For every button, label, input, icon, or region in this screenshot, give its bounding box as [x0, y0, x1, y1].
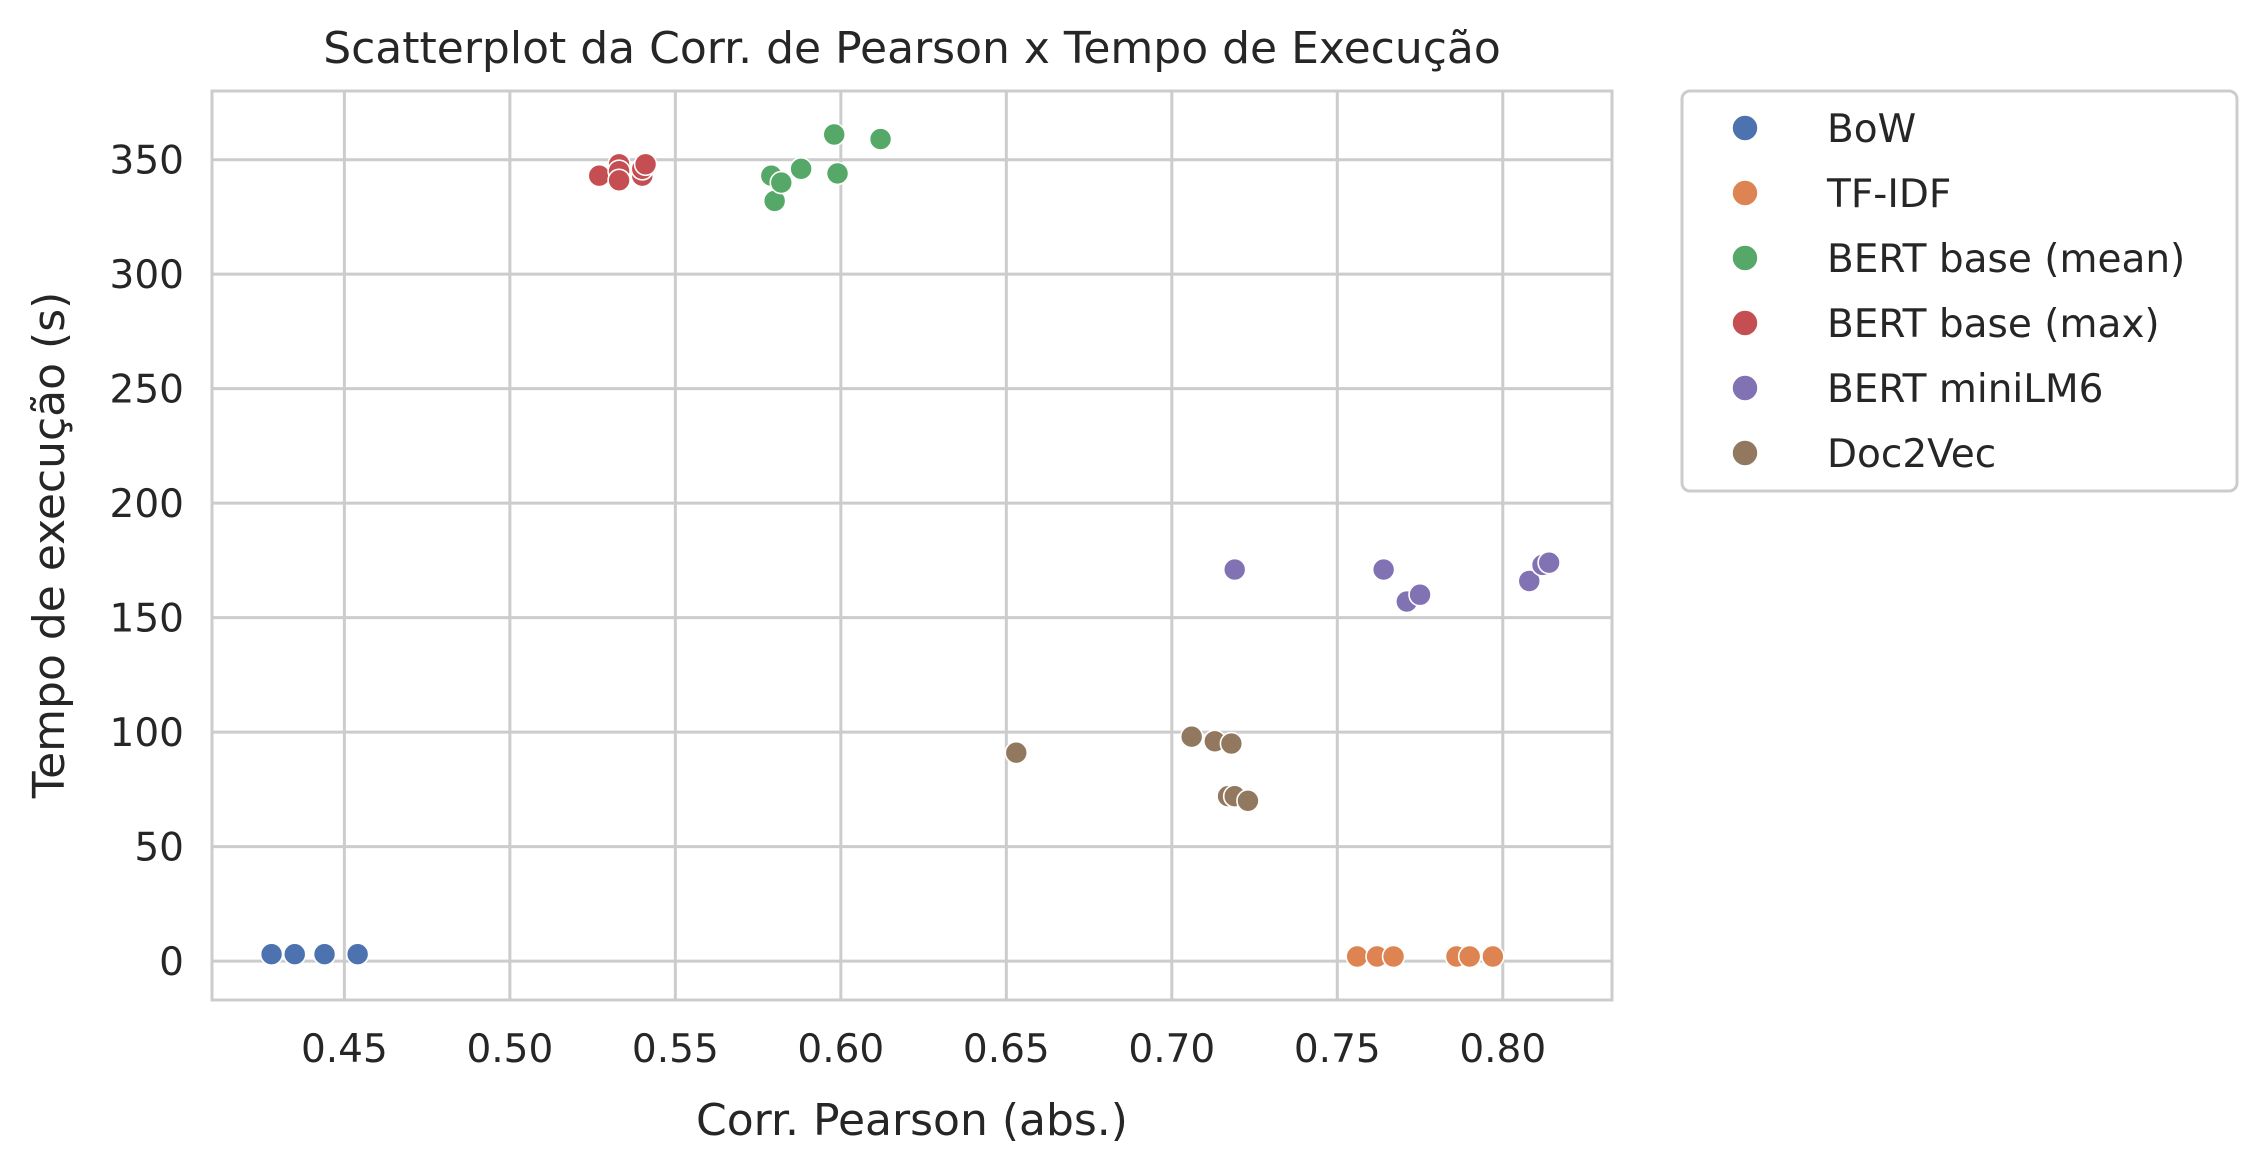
- data-point: [259, 942, 284, 967]
- chart-title: Scatterplot da Corr. de Pearson x Tempo …: [323, 23, 1501, 74]
- legend-item: BoW: [1731, 107, 1916, 152]
- legend-label: TF-IDF: [1826, 172, 1951, 217]
- x-axis-label: Corr. Pearson (abs.): [696, 1095, 1128, 1146]
- y-tick-label: 300: [110, 253, 184, 298]
- legend-items: BoW TF-IDF BERT base (mean) BERT base (max)…: [1731, 107, 2185, 477]
- legend-item: BERT miniLM6: [1731, 367, 2103, 412]
- x-tick-label: 0.70: [1128, 1027, 1215, 1072]
- y-tick-labels: 0 50 100 150 200 250 300 350: [110, 139, 184, 985]
- legend-label: BoW: [1827, 107, 1916, 152]
- legend-marker: [1731, 309, 1759, 337]
- y-axis-label: Tempo de execução (s): [24, 292, 75, 800]
- data-point: [587, 163, 612, 188]
- data-point: [1219, 731, 1244, 756]
- data-point: [1457, 944, 1482, 969]
- x-tick-label: 0.60: [797, 1027, 884, 1072]
- data-point: [282, 942, 307, 967]
- series-group: [587, 152, 658, 193]
- series-group: [759, 122, 893, 213]
- data-point: [1371, 557, 1396, 582]
- legend-item: Doc2Vec: [1731, 432, 1996, 477]
- y-tick-label: 50: [134, 826, 184, 871]
- legend-marker: [1731, 179, 1759, 207]
- data-point: [1381, 944, 1406, 969]
- series-group: [1345, 944, 1505, 969]
- legend-label: BERT base (mean): [1827, 237, 2185, 282]
- x-tick-labels: 0.45 0.50 0.55 0.60 0.65 0.70 0.75 0.80: [301, 1027, 1546, 1072]
- legend-marker: [1731, 114, 1759, 142]
- data-point: [1537, 550, 1561, 575]
- data-point: [1345, 944, 1369, 969]
- legend-label: Doc2Vec: [1827, 432, 1996, 477]
- y-tick-label: 200: [110, 482, 184, 527]
- x-tick-label: 0.80: [1459, 1027, 1546, 1072]
- series-group: [259, 942, 370, 967]
- legend-frame: [1680, 89, 2239, 493]
- plot-area-frame: [210, 89, 1614, 1002]
- legend-item: BERT base (max): [1731, 302, 2160, 347]
- x-tick-label: 0.50: [466, 1027, 553, 1072]
- y-tick-label: 0: [159, 940, 184, 985]
- data-point: [1222, 557, 1247, 582]
- data-point: [607, 168, 631, 193]
- legend-item: TF-IDF: [1731, 172, 1951, 217]
- x-tick-label: 0.75: [1294, 1027, 1381, 1072]
- legend-marker: [1731, 439, 1759, 467]
- data-point: [822, 122, 847, 147]
- data-point: [345, 942, 370, 967]
- x-tick-label: 0.45: [301, 1027, 388, 1072]
- y-tick-label: 100: [110, 711, 184, 756]
- data-point: [1481, 944, 1505, 969]
- data-point: [769, 170, 794, 195]
- y-tick-label: 250: [110, 368, 184, 413]
- legend-label: BERT base (max): [1827, 302, 2160, 347]
- data-point: [1179, 724, 1204, 749]
- data-point: [825, 161, 850, 186]
- data-point: [312, 942, 337, 967]
- data-point: [789, 157, 813, 181]
- series-group: [1222, 550, 1561, 614]
- data-point: [1236, 788, 1260, 813]
- y-tick-label: 150: [110, 597, 184, 642]
- legend-label: BERT miniLM6: [1827, 367, 2103, 412]
- series-group: [1004, 724, 1260, 813]
- legend: BoW TF-IDF BERT base (mean) BERT base (max)…: [1680, 89, 2239, 493]
- legend-item: BERT base (mean): [1731, 237, 2185, 282]
- y-tick-label: 350: [110, 139, 184, 184]
- data-point: [1004, 740, 1029, 765]
- grid-lines: [212, 91, 1612, 1000]
- data-point: [1517, 569, 1542, 593]
- legend-marker: [1731, 244, 1759, 272]
- x-tick-label: 0.65: [963, 1027, 1050, 1072]
- data-points: [259, 122, 1561, 969]
- x-tick-label: 0.55: [632, 1027, 719, 1072]
- legend-marker: [1731, 374, 1759, 402]
- data-point: [868, 127, 893, 151]
- data-point: [633, 152, 658, 177]
- data-point: [1408, 582, 1432, 607]
